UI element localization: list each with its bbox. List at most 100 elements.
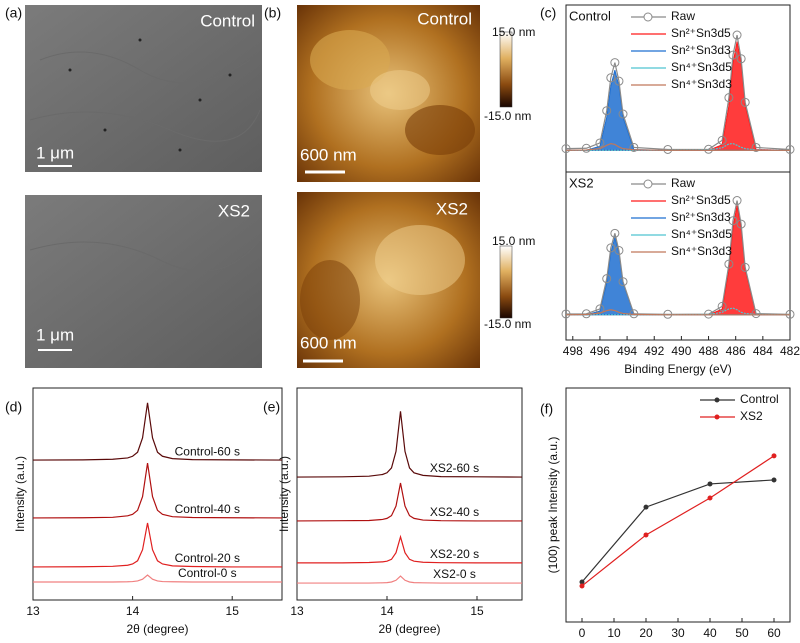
point: [707, 495, 713, 501]
x-tick-label: 40: [703, 626, 717, 640]
point: [728, 50, 738, 60]
line: [565, 309, 790, 316]
chart: 498 496 494 492 490 488 486 484 482 Binding Energ…: [561, 171, 800, 376]
point: [579, 583, 585, 589]
plot-frame: [296, 387, 523, 601]
y-axis-label: Intensity (a.u.): [13, 456, 27, 532]
point: [643, 532, 649, 538]
colorbar-label: -15.0 nm: [484, 109, 531, 123]
legend-label: Sn²⁺Sn3d5: [671, 26, 731, 40]
x-tick-label: 490: [671, 344, 691, 358]
legend-marker: [643, 179, 653, 189]
x-tick-label: 486: [726, 344, 746, 358]
x-tick-label: 488: [699, 344, 719, 358]
legend-label: Sn⁴⁺Sn3d3: [671, 77, 732, 91]
image-label: XS2: [436, 199, 468, 218]
point: [606, 243, 616, 253]
panel-label: (d): [5, 399, 22, 415]
point: [717, 135, 727, 145]
image-label: Control: [200, 11, 255, 30]
panel-label: (b): [264, 5, 281, 21]
point: [614, 76, 624, 86]
x-tick-label: 50: [735, 626, 749, 640]
point: [704, 144, 714, 154]
panel-label: (c): [540, 5, 556, 21]
series-label: XS2-40 s: [430, 505, 479, 519]
x-axis-label: 2θ (degree): [378, 622, 440, 636]
sem-image: Control 1 μm: [25, 5, 262, 172]
point: [771, 477, 777, 483]
legend-label: Sn²⁺Sn3d3: [671, 43, 731, 57]
point: [629, 142, 639, 152]
point: [717, 301, 727, 311]
sem-image: XS2 1 μm: [25, 195, 262, 368]
panel-label: (a): [5, 5, 22, 21]
x-tick-label: 498: [563, 344, 583, 358]
colorbar-label: 15.0 nm: [492, 234, 535, 248]
scale-bar-label: 1 μm: [36, 143, 74, 162]
x-tick-label: 14: [126, 604, 140, 618]
line: [296, 411, 523, 478]
line: [581, 479, 775, 583]
series-label: XS2-0 s: [433, 567, 476, 581]
chart: Control Raw Sn²⁺Sn3d5 Sn²⁺Sn3d3 Sn⁴⁺Sn3d5 Sn⁴…: [561, 4, 795, 173]
plot-frame: [32, 387, 283, 601]
x-tick-label: 20: [639, 626, 653, 640]
point: [614, 245, 624, 255]
series-label: XS2-60 s: [430, 461, 479, 475]
point: [579, 579, 585, 585]
point: [740, 97, 750, 107]
x-tick-label: 13: [290, 604, 304, 618]
series-label: Control-20 s: [175, 551, 240, 565]
point: [736, 219, 746, 229]
chart: 0102030405060Time (s)(100) peak Intensit…: [546, 387, 791, 640]
plot-frame: [565, 171, 791, 341]
point: [602, 106, 612, 116]
point: [663, 144, 673, 154]
legend-marker: [714, 414, 720, 420]
legend-label: Raw: [671, 176, 695, 190]
line: [566, 143, 791, 151]
y-axis-label: Intensity (a.u.): [277, 456, 291, 532]
point: [771, 453, 777, 459]
x-tick-label: 496: [590, 344, 610, 358]
point: [736, 54, 746, 64]
colorbar-label: 15.0 nm: [492, 25, 535, 39]
point: [618, 277, 628, 287]
line: [32, 462, 283, 519]
point: [728, 216, 738, 226]
afm-image: Control 600 nm: [297, 5, 480, 182]
x-tick-label: 10: [607, 626, 621, 640]
x-tick-label: 482: [780, 344, 800, 358]
x-tick-label: 15: [470, 604, 484, 618]
colorbar-label: -15.0 nm: [484, 317, 531, 331]
point: [785, 144, 795, 154]
point: [740, 262, 750, 272]
line: [565, 142, 790, 151]
legend-label: Sn⁴⁺Sn3d5: [671, 60, 732, 74]
point: [606, 73, 616, 83]
series-label: XS2-20 s: [430, 547, 479, 561]
colorbar: 15.0 nm -15.0 nm: [484, 234, 535, 331]
scale-bar-label: 600 nm: [300, 145, 357, 164]
colorbar: 15.0 nm -15.0 nm: [484, 25, 535, 123]
legend-marker: [714, 397, 720, 403]
chart: 13 14 15 2θ (degree) Intensity (a.u.) Control…: [13, 387, 283, 636]
point: [581, 143, 591, 153]
x-tick-label: 494: [617, 344, 637, 358]
legend-label: Sn²⁺Sn3d5: [671, 193, 731, 207]
legend-label: XS2: [740, 409, 763, 423]
point: [724, 93, 734, 103]
point: [751, 309, 761, 319]
x-tick-label: 60: [767, 626, 781, 640]
line: [33, 574, 282, 583]
line: [297, 575, 522, 584]
point: [561, 309, 571, 319]
line: [566, 307, 791, 316]
x-tick-label: 492: [644, 344, 664, 358]
line: [32, 402, 283, 461]
point: [595, 138, 605, 148]
line: [296, 482, 522, 522]
x-tick-label: 15: [226, 604, 240, 618]
